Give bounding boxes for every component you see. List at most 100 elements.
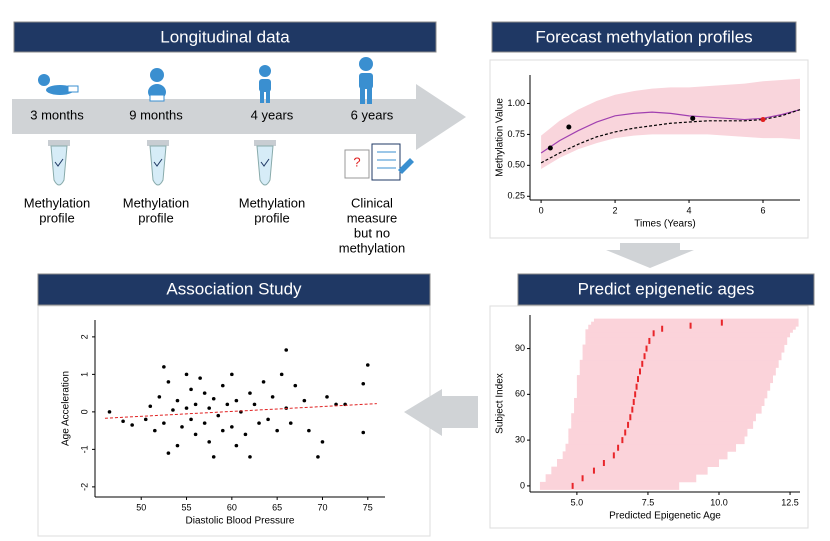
x-tick-label: 10.0 [710, 497, 728, 507]
scatter-point [207, 406, 211, 410]
predicted-age [621, 437, 624, 444]
timeline-caption: Methylation [24, 195, 90, 210]
scatter-point [307, 428, 311, 433]
scatter-point [148, 404, 153, 409]
trend-line [104, 403, 377, 419]
confidence-band [541, 78, 800, 170]
predicted-age [629, 414, 632, 421]
scatter-point [220, 428, 225, 433]
timeline-caption: Methylation [123, 195, 189, 210]
timeline-label: 4 years [251, 107, 294, 122]
scatter-point [153, 428, 157, 433]
predicted-age [624, 429, 627, 436]
x-tick-label: 0 [539, 205, 544, 215]
interval-band [557, 459, 719, 468]
interval-band [585, 329, 791, 338]
flow-arrow [404, 389, 478, 436]
interval-band [585, 336, 788, 345]
header-title: Predict epigenetic ages [578, 279, 755, 298]
scatter-point [184, 406, 189, 410]
predicted-age [648, 337, 651, 344]
scatter-point [211, 396, 216, 401]
scatter-point [288, 421, 293, 425]
scatter-point [189, 417, 193, 422]
flow-arrow [606, 243, 694, 268]
scatter-point [243, 432, 248, 437]
predicted-age [635, 383, 638, 390]
scatter-point [365, 363, 370, 367]
interval-band [539, 481, 680, 490]
timeline-caption: methylation [339, 240, 405, 255]
scatter-point [293, 383, 298, 388]
x-tick-label: 55 [182, 502, 192, 512]
interval-band [576, 375, 773, 384]
scatter-point [162, 365, 166, 369]
timeline-label: 9 months [129, 107, 183, 122]
header-box [37, 273, 431, 306]
timeline-caption: Clinical [351, 195, 393, 210]
scatter-point [189, 387, 193, 392]
predicted-age [661, 325, 664, 332]
tube-icon [254, 140, 276, 186]
scatter-point [230, 372, 234, 377]
x-tick-label: 75 [363, 502, 373, 512]
scatter-point [121, 419, 125, 424]
scatter-point [162, 421, 166, 425]
baby-icon [148, 68, 166, 102]
x-axis-label: Diastolic Blood Pressure [186, 516, 295, 527]
predicted-age [637, 376, 639, 383]
observed-point [760, 117, 766, 123]
scatter-point [266, 417, 270, 422]
scatter-point [198, 376, 202, 380]
scatter-point [202, 421, 207, 425]
child-icon [359, 57, 373, 104]
predicted-age [645, 345, 648, 352]
scatter-point [270, 395, 275, 399]
predicted-age [689, 322, 692, 329]
scatter-point [248, 391, 252, 395]
predicted-age [612, 452, 615, 459]
timeline-caption: profile [254, 210, 289, 225]
interval-band [574, 397, 765, 406]
observed-point [690, 115, 696, 121]
scatter-point [325, 395, 329, 399]
y-tick-label: 2 [79, 334, 89, 339]
x-tick-label: 50 [136, 502, 146, 512]
scatter-point [193, 432, 198, 437]
scatter-point [207, 440, 211, 444]
interval-band [576, 390, 768, 399]
x-tick-label: 7.5 [642, 497, 655, 507]
predicted-age [592, 467, 595, 474]
x-axis-label: Predicted Epigenetic Age [609, 511, 721, 522]
interval-band [568, 436, 745, 445]
scatter-point [261, 380, 266, 384]
x-tick-label: 4 [687, 205, 692, 215]
scatter-point [302, 398, 307, 403]
predicted-age [581, 475, 584, 482]
tube-icon [147, 140, 169, 186]
y-tick-label: 0.50 [507, 160, 525, 170]
panel-frame [489, 59, 809, 239]
predicted-age [720, 319, 723, 326]
x-tick-label: 2 [613, 205, 618, 215]
baby-icon [38, 74, 79, 95]
scatter-point [107, 410, 112, 414]
scatter-point [171, 408, 175, 412]
y-axis-label: Subject Index [495, 373, 506, 434]
interval-band [574, 405, 762, 414]
x-axis-label: Times (Years) [634, 219, 696, 230]
predicted-age [617, 444, 620, 451]
predicted-age [627, 421, 630, 428]
header-box [517, 273, 815, 306]
predicted-age [638, 368, 641, 375]
x-tick-label: 6 [761, 205, 766, 215]
timeline-label: 6 years [351, 107, 394, 122]
scatter-point [234, 398, 239, 403]
clinical-icon: ? [344, 143, 414, 181]
interval-band [571, 413, 756, 422]
timeline-caption: profile [138, 210, 173, 225]
header-box [491, 21, 797, 53]
scatter-point [166, 451, 171, 455]
scatter-point [230, 425, 234, 429]
